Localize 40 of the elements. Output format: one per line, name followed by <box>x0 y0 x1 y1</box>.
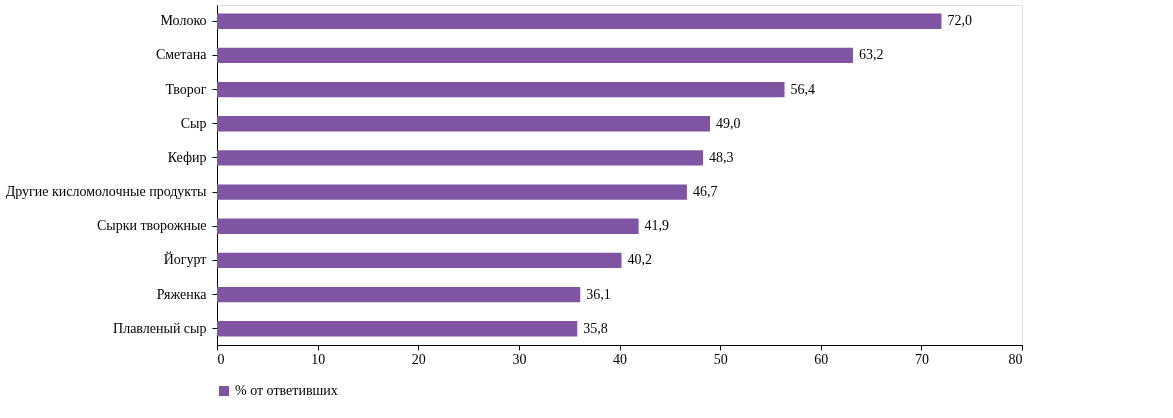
bar <box>217 150 704 166</box>
x-tick-label: 20 <box>411 351 426 367</box>
y-tick-label: Сыр <box>180 115 207 131</box>
y-tick-label: Сметана <box>155 47 208 63</box>
y-tick-label: Другие кисломолочные продукты <box>5 184 208 200</box>
y-tick-label: Йогурт <box>163 251 207 268</box>
bar <box>217 252 622 269</box>
y-tick-label: Сырки творожные <box>96 218 207 234</box>
y-tick-label: Ряженка <box>156 286 208 302</box>
x-tick-label: 10 <box>311 351 326 367</box>
data-label: 63,2 <box>858 47 884 63</box>
bar <box>217 321 578 337</box>
x-tick-label: 40 <box>613 351 627 367</box>
data-label: 48,3 <box>709 149 734 165</box>
bar <box>217 47 853 64</box>
data-label: 41,9 <box>644 218 670 234</box>
data-label: 40,2 <box>627 252 653 268</box>
y-tick-label: Молоко <box>160 13 207 29</box>
data-label: 49,0 <box>716 115 741 131</box>
data-label: 36,1 <box>586 286 611 302</box>
x-tick-label: 50 <box>713 351 728 367</box>
data-label: 35,8 <box>583 320 608 336</box>
bar <box>217 286 581 303</box>
x-tick-label: 0 <box>217 351 225 367</box>
bar <box>217 218 639 234</box>
data-label: 56,4 <box>790 81 816 97</box>
legend-label: % от ответивших <box>235 383 338 398</box>
x-tick-label: 80 <box>1008 351 1023 367</box>
bar <box>217 13 942 29</box>
y-tick-label: Кефир <box>167 149 207 165</box>
data-label: 46,7 <box>692 184 718 200</box>
x-tick-label: 60 <box>814 351 829 367</box>
bar <box>217 81 785 98</box>
bar <box>217 184 687 200</box>
data-label: 72,0 <box>947 13 972 29</box>
y-tick-label: Плавленый сыр <box>113 320 207 336</box>
x-tick-label: 70 <box>914 351 929 367</box>
x-tick-label: 30 <box>512 351 527 367</box>
bar <box>217 116 711 132</box>
y-tick-label: Творог <box>165 81 207 97</box>
